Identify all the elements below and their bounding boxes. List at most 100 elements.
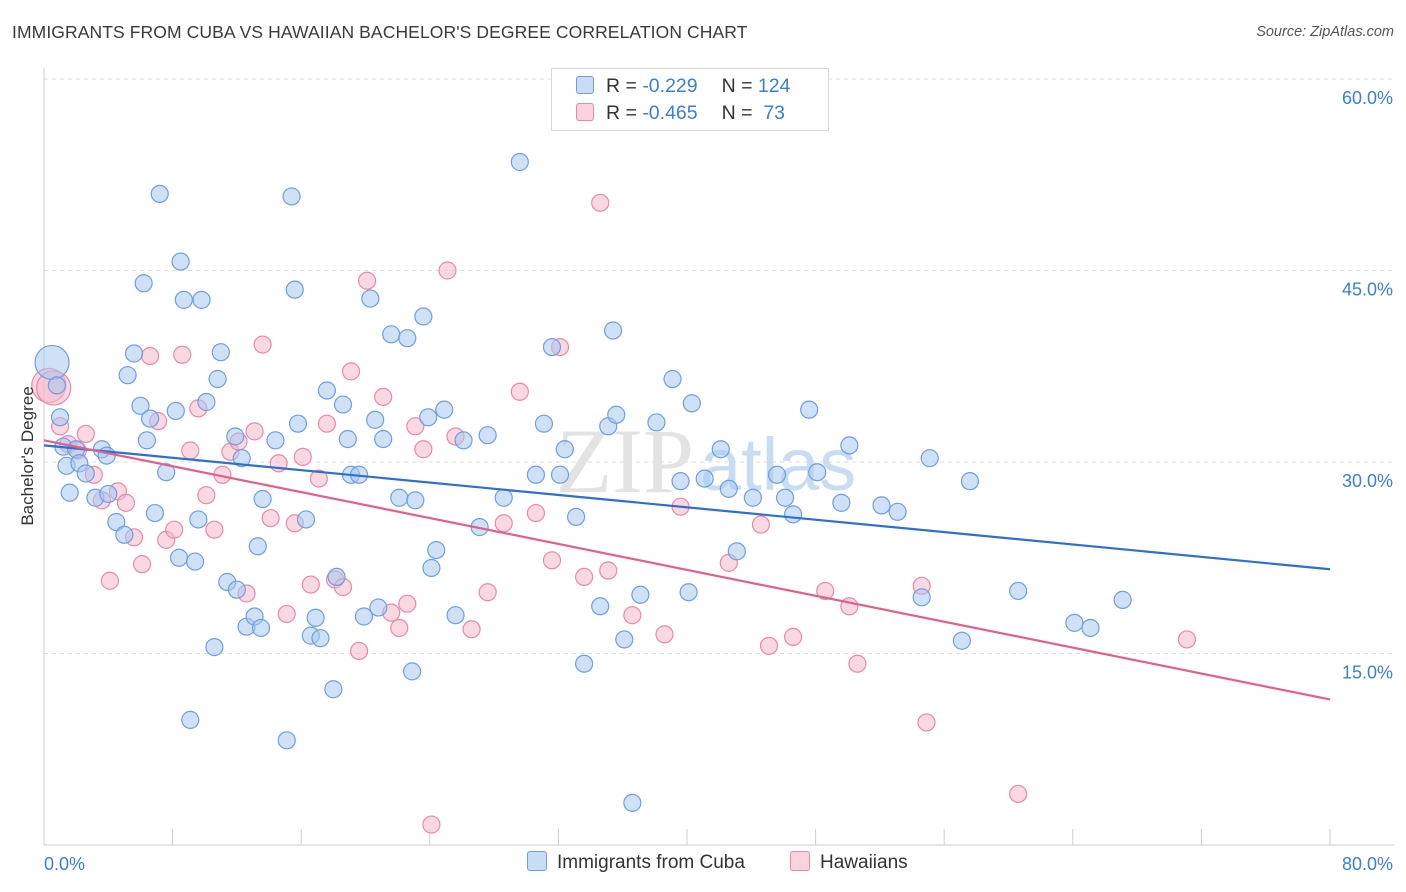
hawaiians-point — [349, 641, 369, 661]
cuba-point — [166, 401, 185, 421]
cuba-point — [603, 321, 623, 340]
hawaiians-point — [309, 469, 328, 488]
cuba-point — [1009, 581, 1028, 601]
cuba-point — [282, 187, 301, 206]
cuba-point — [366, 410, 385, 429]
gridlines — [44, 78, 1394, 654]
cuba-point — [253, 489, 272, 509]
cuba-point — [427, 540, 446, 560]
hawaiians-point — [132, 555, 152, 574]
hawaiians-point — [398, 594, 417, 613]
legend-n-label: N = — [721, 102, 758, 124]
bottom-legend-cuba: Immigrants from Cuba — [527, 851, 745, 874]
cuba-point — [615, 630, 634, 649]
cuba-point — [663, 369, 682, 389]
hawaiians-point — [197, 486, 216, 505]
cuba-point — [719, 479, 738, 498]
hawaiians-point — [438, 261, 457, 280]
cuba-point — [494, 488, 513, 507]
hawaiians-point — [181, 441, 200, 460]
cuba-point — [97, 446, 116, 465]
cuba-point — [150, 184, 169, 203]
legend-r-label: R = — [606, 75, 643, 97]
cuba-point — [403, 662, 422, 681]
cuba-point — [266, 431, 285, 450]
cuba-point — [406, 491, 425, 510]
cuba-point — [369, 598, 388, 617]
cuba-point — [695, 469, 714, 488]
cuba-point — [99, 484, 118, 504]
cuba-point — [422, 558, 441, 578]
cuba-point — [124, 344, 144, 363]
bottom-legend-hawaiians: Hawaiians — [790, 851, 908, 874]
hawaiians-point — [759, 636, 779, 655]
cuba-point — [306, 608, 325, 627]
cuba-point — [1081, 618, 1100, 638]
cuba-point — [186, 552, 205, 571]
cuba-point — [808, 463, 827, 482]
hawaiians-point — [478, 583, 497, 602]
cuba-point — [311, 629, 330, 648]
cuba-point — [832, 493, 851, 512]
hawaiians-point — [783, 627, 803, 647]
y-tick-label: 45.0% — [1342, 280, 1393, 300]
hawaiians-trend-line — [43, 439, 1331, 701]
cuba-point — [354, 607, 373, 626]
cuba-point — [872, 496, 891, 515]
cuba-point — [1065, 613, 1084, 632]
hawaiians-point — [277, 604, 296, 624]
cuba-point — [211, 343, 230, 362]
cuba-point — [34, 344, 70, 381]
cuba-point — [398, 329, 417, 348]
hawaiians-point — [510, 382, 529, 401]
cuba-point — [134, 274, 153, 293]
bottom-legend-label: Hawaiians — [820, 852, 908, 873]
legend-row-hawaiians: R = -0.465 N = 73 — [576, 102, 785, 126]
cuba-point — [920, 449, 939, 468]
cuba-point — [181, 710, 200, 729]
cuba-point — [566, 507, 586, 526]
cuba-point — [232, 449, 251, 468]
cuba-point — [285, 280, 304, 299]
cuba-point — [205, 638, 224, 657]
cuba-point — [296, 510, 316, 529]
bottom-legend-swatch-pink — [790, 851, 810, 871]
hawaiians-point — [591, 193, 610, 212]
x-tick-label: 80.0% — [1342, 854, 1393, 874]
cuba-point — [174, 290, 193, 309]
cuba-point — [534, 414, 554, 433]
cuba-point — [647, 413, 666, 432]
cuba-point — [454, 431, 473, 450]
hawaiians-point — [173, 345, 192, 364]
hawaiians-point — [406, 417, 425, 436]
cuba-point — [840, 436, 859, 455]
legend-r-value: -0.229 — [642, 75, 698, 97]
legend-r-label: R = — [606, 102, 643, 124]
hawaiians-point — [100, 571, 120, 590]
hawaiians-point — [494, 514, 513, 533]
hawaiians-point — [390, 618, 409, 638]
cuba-point — [682, 394, 701, 413]
cuba-point — [115, 525, 134, 544]
cuba-point — [414, 307, 433, 326]
cuba-point — [317, 381, 337, 400]
cuba-point — [390, 488, 409, 507]
cuba-point — [743, 488, 763, 507]
hawaiians-point — [293, 447, 312, 466]
hawaiians-point — [1177, 630, 1197, 649]
bottom-legend-label: Immigrants from Cuba — [557, 852, 745, 873]
cuba-point — [912, 588, 931, 607]
cuba-point — [555, 440, 574, 459]
legend-n-value: 73 — [757, 102, 786, 124]
y-tick-label: 15.0% — [1342, 663, 1393, 683]
hawaiians-point — [526, 503, 545, 523]
cuba-point — [631, 585, 650, 604]
cuba-point — [711, 440, 730, 459]
cuba-point — [47, 376, 66, 395]
hawaiians-point — [1009, 784, 1028, 804]
cuba-point — [50, 408, 70, 427]
cuba-point — [171, 252, 190, 271]
hawaiians-point — [816, 581, 835, 601]
x-tick-label: 0.0% — [44, 854, 85, 874]
